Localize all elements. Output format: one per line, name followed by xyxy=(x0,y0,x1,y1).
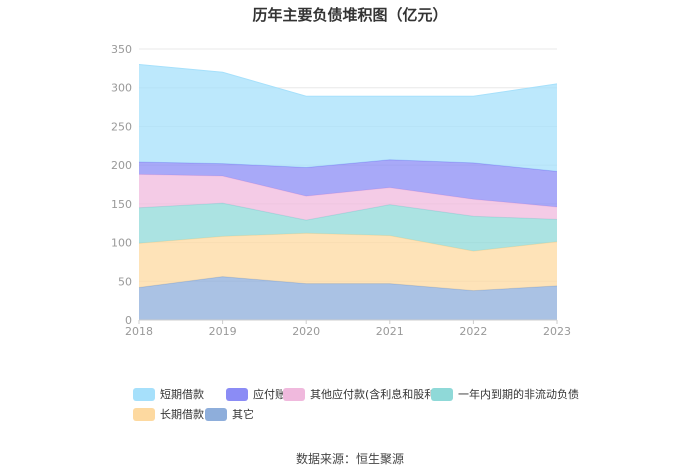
area-series-edge-5 xyxy=(138,63,558,97)
y-tick-label: 50 xyxy=(118,275,132,288)
area-series-4 xyxy=(139,159,557,207)
x-tick-label: 2023 xyxy=(543,325,571,338)
legend-label: 短期借款 xyxy=(160,388,204,401)
legend-item[interactable]: 其它 xyxy=(205,406,254,422)
y-tick-label: 150 xyxy=(111,198,132,211)
legend-label: 长期借款 xyxy=(160,408,204,421)
area-series xyxy=(138,63,558,320)
x-tick-label: 2022 xyxy=(459,325,487,338)
area-series-5 xyxy=(139,64,557,172)
legend-swatch xyxy=(283,387,305,401)
y-tick-label: 350 xyxy=(111,43,132,56)
y-tick-label: 0 xyxy=(125,314,132,327)
legend-swatch xyxy=(133,387,155,401)
legend-swatch xyxy=(226,387,248,401)
area-series-3 xyxy=(139,174,557,221)
y-tick-label: 300 xyxy=(111,82,132,95)
legend-item[interactable]: 一年内到期的非流动负债 xyxy=(431,386,579,402)
x-tick-label: 2018 xyxy=(125,325,153,338)
legend-label: 其他应付款(含利息和股利) xyxy=(310,388,440,401)
legend-swatch xyxy=(133,407,155,421)
legend-label: 其它 xyxy=(232,408,254,421)
axes: 0 50 100 150 200 250 300 350 2018 2019 2020 2021 202… xyxy=(111,43,571,338)
legend-label: 一年内到期的非流动负债 xyxy=(458,388,579,401)
area-series-0 xyxy=(139,276,557,320)
legend-swatch xyxy=(431,387,453,401)
y-tick-label: 200 xyxy=(111,159,132,172)
x-tick-label: 2021 xyxy=(376,325,404,338)
legend-swatch xyxy=(205,407,227,421)
y-tick-label: 250 xyxy=(111,120,132,133)
chart-title: 历年主要负债堆积图（亿元） xyxy=(252,6,448,24)
data-source: 数据来源：恒生聚源 xyxy=(295,452,404,466)
y-tick-label: 100 xyxy=(111,237,132,250)
area-series-2 xyxy=(139,203,557,252)
legend-item[interactable]: 其他应付款(含利息和股利) xyxy=(283,386,440,402)
legend-item[interactable]: 短期借款 xyxy=(133,386,204,402)
x-tick-label: 2020 xyxy=(292,325,320,338)
legend-item[interactable]: 长期借款 xyxy=(133,406,204,422)
x-tick-label: 2019 xyxy=(209,325,237,338)
